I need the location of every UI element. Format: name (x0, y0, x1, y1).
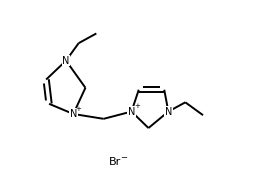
Text: N: N (62, 56, 70, 66)
Text: N: N (70, 109, 77, 119)
Text: +: + (76, 106, 82, 112)
Text: −: − (120, 154, 127, 163)
Text: N: N (165, 107, 172, 117)
Text: Br: Br (108, 158, 121, 167)
Text: +: + (134, 103, 140, 109)
Text: N: N (128, 107, 135, 117)
